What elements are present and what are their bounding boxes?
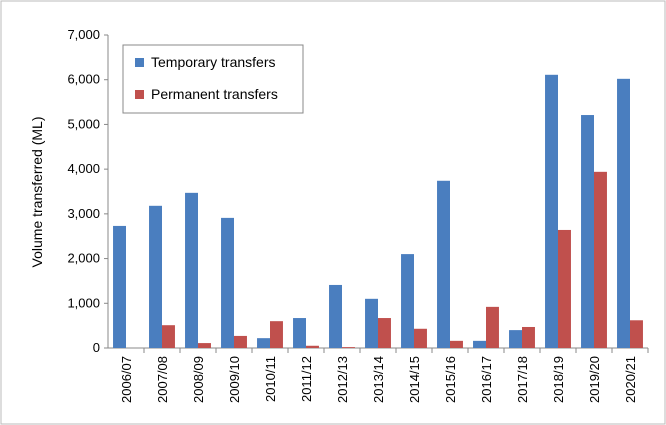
bar — [293, 318, 306, 348]
y-tick-label: 5,000 — [67, 116, 100, 131]
bar — [234, 335, 247, 348]
legend-box — [122, 44, 304, 114]
bar — [630, 320, 643, 348]
legend-swatch — [135, 58, 144, 67]
bar — [365, 298, 378, 348]
x-tick-label: 2013/14 — [371, 356, 386, 403]
bar — [185, 192, 198, 348]
bar — [594, 171, 607, 348]
x-tick-label: 2008/09 — [191, 356, 206, 403]
y-tick-label: 3,000 — [67, 206, 100, 221]
bar — [617, 78, 630, 348]
bar — [509, 330, 522, 348]
x-tick-label: 2019/20 — [587, 356, 602, 403]
bar — [437, 180, 450, 348]
bar — [378, 318, 391, 348]
y-tick-label: 4,000 — [67, 161, 100, 176]
bar — [149, 205, 162, 348]
bar — [257, 338, 270, 348]
y-tick-label: 6,000 — [67, 72, 100, 87]
x-tick-label: 2007/08 — [155, 356, 170, 403]
bar — [414, 328, 427, 348]
x-tick-label: 2006/07 — [119, 356, 134, 403]
bar — [342, 347, 355, 348]
x-tick-label: 2016/17 — [479, 356, 494, 403]
bar — [473, 340, 486, 348]
bar — [486, 306, 499, 348]
x-tick-label: 2017/18 — [515, 356, 530, 403]
bar — [545, 74, 558, 348]
x-tick-label: 2010/11 — [263, 356, 278, 402]
x-tick-label: 2012/13 — [335, 356, 350, 403]
bar — [558, 229, 571, 348]
bar — [329, 284, 342, 348]
legend-swatch — [135, 90, 144, 99]
bar — [270, 321, 283, 348]
bar — [306, 345, 319, 348]
bar — [450, 340, 463, 348]
y-tick-label: 7,000 — [67, 27, 100, 42]
legend-label: Temporary transfers — [151, 54, 275, 70]
x-tick-label: 2009/10 — [227, 356, 242, 403]
x-tick-label: 2011/12 — [299, 356, 314, 402]
bar — [113, 225, 126, 348]
x-tick-label: 2015/16 — [443, 356, 458, 403]
legend-label: Permanent transfers — [151, 86, 278, 102]
y-tick-label: 2,000 — [67, 251, 100, 266]
x-tick-label: 2018/19 — [551, 356, 566, 403]
y-tick-label: 0 — [93, 340, 100, 355]
bar — [522, 326, 535, 348]
bar — [198, 343, 211, 348]
y-axis-label: Volume transferred (ML) — [29, 117, 45, 268]
bar — [221, 217, 234, 348]
y-tick-label: 1,000 — [67, 295, 100, 310]
bar — [401, 254, 414, 348]
bar — [162, 325, 175, 348]
x-tick-label: 2020/21 — [623, 356, 638, 403]
bar — [581, 115, 594, 348]
x-tick-label: 2014/15 — [407, 356, 422, 403]
